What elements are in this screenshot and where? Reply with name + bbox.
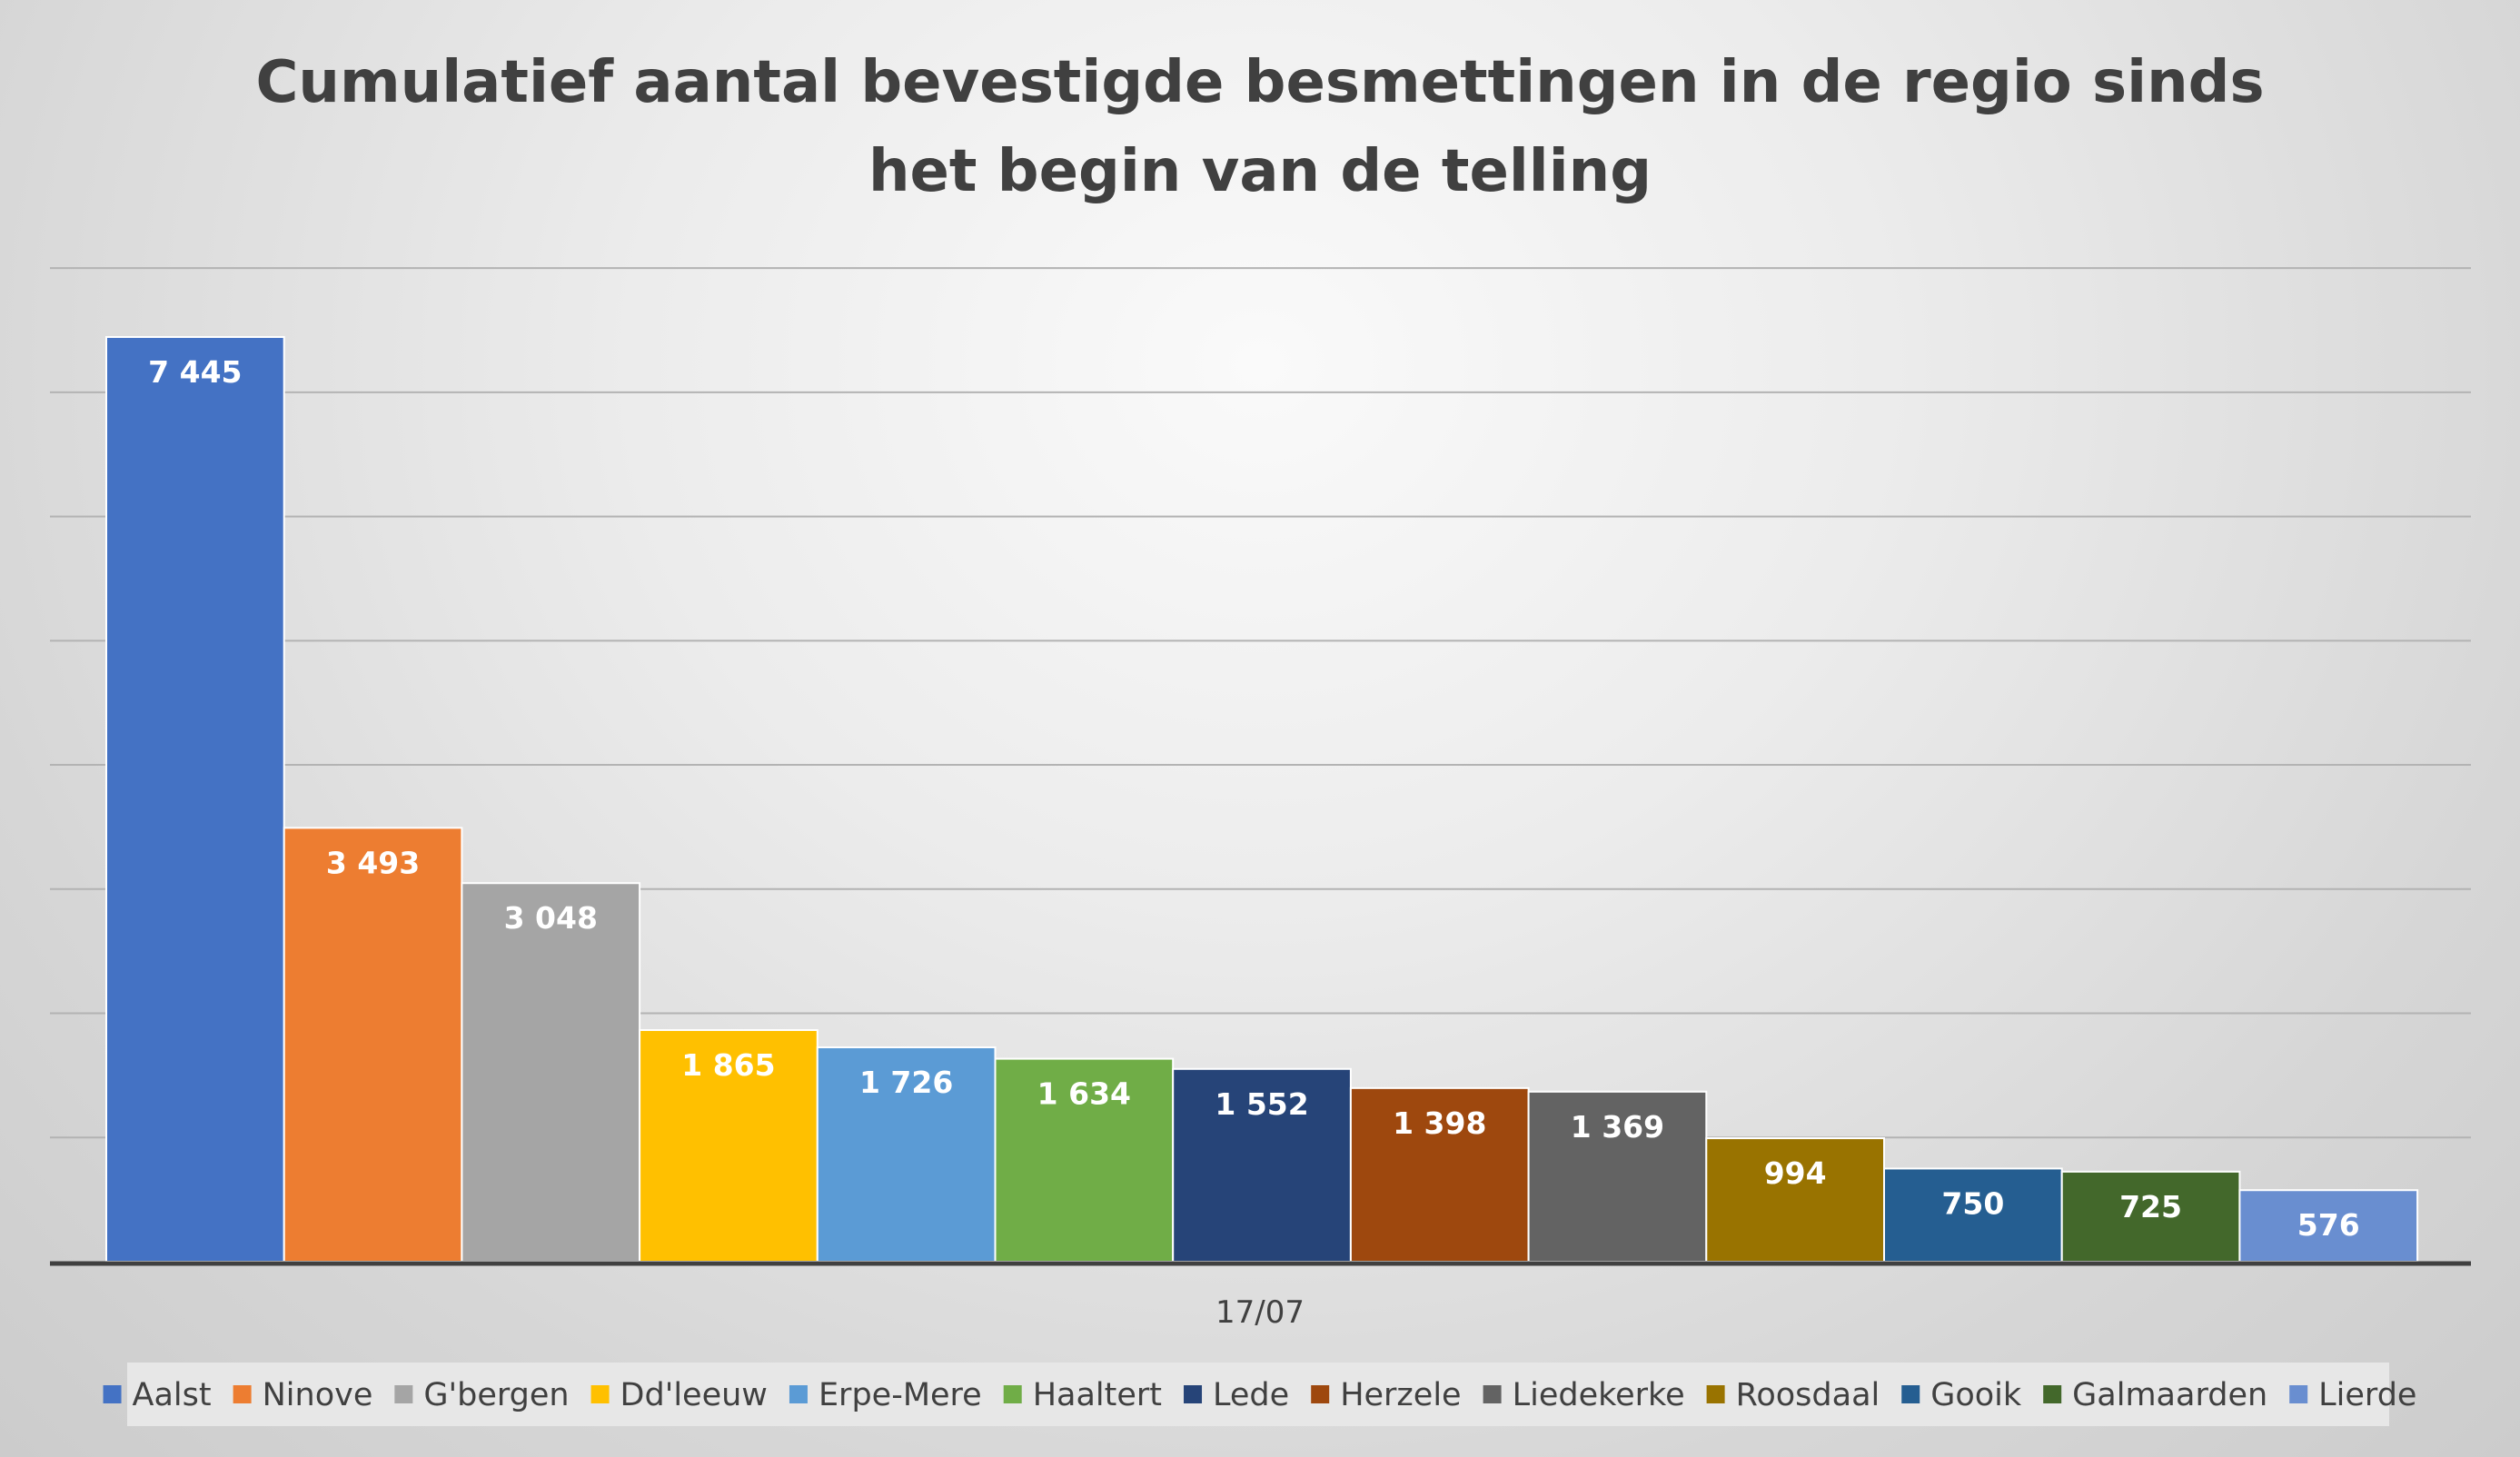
legend-swatch: [394, 1385, 413, 1403]
legend-label: Ninove: [263, 1377, 373, 1413]
legend-label: Aalst: [133, 1377, 212, 1413]
data-label: 994: [1764, 1155, 1827, 1191]
legend-swatch: [590, 1385, 610, 1403]
data-label: 1 369: [1571, 1109, 1664, 1145]
legend-label: Galmaarden: [2072, 1377, 2267, 1413]
bar: [2238, 1189, 2419, 1263]
data-label: 1 865: [681, 1047, 775, 1083]
bar: [105, 336, 285, 1263]
bar: [994, 1057, 1175, 1263]
legend-label: Erpe-Mere: [819, 1377, 982, 1413]
legend-swatch: [1483, 1385, 1502, 1403]
bars: [105, 336, 2419, 1264]
data-label: 3 493: [326, 845, 420, 880]
data-label: 725: [2119, 1189, 2182, 1224]
bar: [816, 1046, 997, 1263]
bar: [283, 827, 463, 1263]
data-label: 1 552: [1215, 1086, 1308, 1122]
data-label: 7 445: [148, 354, 242, 390]
legend-label: Herzele: [1340, 1377, 1461, 1413]
legend-background: [127, 1363, 2389, 1426]
legend-swatch: [1184, 1385, 1203, 1403]
legend-label: Dd'leeuw: [620, 1377, 768, 1413]
legend-label: Lierde: [2318, 1377, 2416, 1413]
chart-title-line-2: het begin van de telling: [868, 138, 1652, 205]
data-label: 1 634: [1037, 1076, 1131, 1112]
legend-label: Lede: [1213, 1377, 1289, 1413]
bar: [639, 1028, 819, 1263]
bar: [461, 882, 641, 1263]
legend-swatch: [1311, 1385, 1330, 1403]
bar: [1883, 1167, 2063, 1264]
legend-label: Liedekerke: [1513, 1377, 1685, 1413]
data-label: 576: [2297, 1207, 2360, 1243]
legend-swatch: [103, 1385, 122, 1403]
bar: [1705, 1137, 1886, 1263]
legend-label: Haaltert: [1033, 1377, 1162, 1413]
data-label: 750: [1941, 1185, 2004, 1221]
legend-swatch: [1706, 1385, 1725, 1403]
chart-title-line-1: Cumulatief aantal bevestigde besmettinge…: [255, 49, 2264, 116]
bar-labels: 7 445 3 493 3 048 1 865 1 726 1 634 1 552 1 398…: [148, 354, 2360, 1243]
legend-swatch: [1003, 1385, 1022, 1403]
chart-title: Cumulatief aantal bevestigde besmettinge…: [255, 49, 2264, 205]
legend-label: Gooik: [1930, 1377, 2022, 1413]
legend-swatch: [789, 1385, 808, 1403]
data-label: 1 726: [859, 1065, 953, 1100]
bar: [1527, 1090, 1708, 1264]
legend-label: Roosdaal: [1736, 1377, 1880, 1413]
legend-items: Aalst Ninove G'bergen Dd'leeuw Erpe-Mere Haal…: [103, 1377, 2416, 1413]
legend-swatch: [2289, 1385, 2308, 1403]
data-label: 3 048: [504, 900, 598, 936]
data-label: 1 398: [1393, 1105, 1486, 1141]
legend-label: G'bergen: [423, 1377, 569, 1413]
legend-swatch: [2043, 1385, 2062, 1403]
legend: Aalst Ninove G'bergen Dd'leeuw Erpe-Mere Haal…: [103, 1363, 2416, 1426]
x-tick-label: 17/07: [1215, 1294, 1305, 1331]
legend-swatch: [233, 1385, 252, 1403]
legend-swatch: [1901, 1385, 1920, 1403]
